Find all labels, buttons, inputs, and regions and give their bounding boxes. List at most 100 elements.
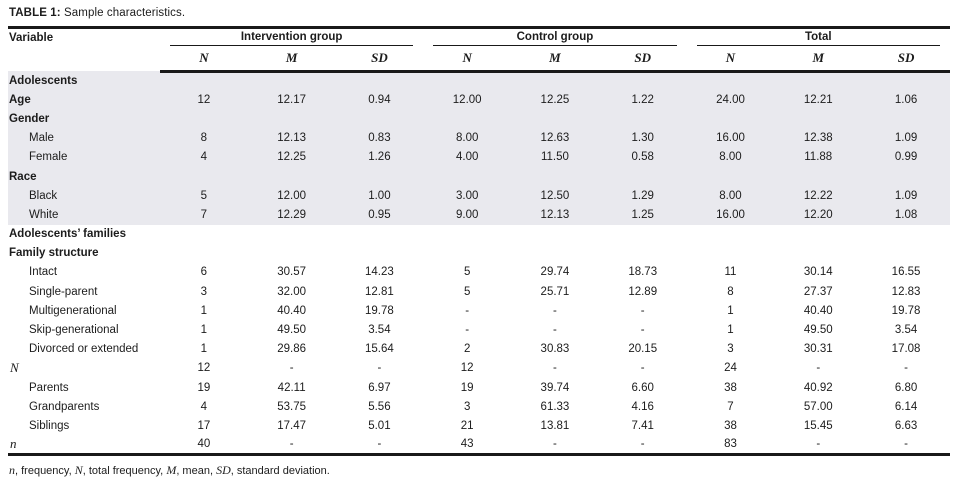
value-cell: [774, 71, 862, 90]
value-cell: -: [553, 324, 557, 337]
value-cell: 4.00: [455, 151, 479, 164]
value-cell: 12.00: [277, 189, 307, 202]
value-cell: 0.99: [894, 151, 918, 164]
value-cell: 0.95: [368, 208, 391, 221]
value-cell: -: [816, 438, 821, 451]
value-cell: [862, 71, 950, 90]
table-row: Grandparents 4 53.75 5.56 3 61.33 4.16 7 57.00 6.…: [8, 397, 950, 416]
value-cell: 1.30: [631, 132, 654, 145]
subheader-n: N: [686, 46, 775, 73]
value-cell: 12: [197, 362, 211, 375]
value-cell: 17.08: [891, 343, 921, 356]
value-cell: 57.00: [803, 400, 833, 413]
value-cell: [160, 244, 248, 263]
value-cell: [160, 109, 248, 128]
table-row: N 12 - - 12 - - 24 - -: [8, 359, 950, 378]
group-header-row: Variable Intervention group Control grou…: [8, 28, 950, 47]
value-cell: -: [640, 362, 645, 375]
value-cell: -: [465, 304, 470, 317]
row-label-cell: Race: [9, 170, 37, 183]
value-cell: 19.78: [365, 304, 394, 317]
footnote-text: , standard deviation.: [230, 465, 330, 478]
value-cell: -: [553, 362, 557, 375]
group-header-total-label: Total: [696, 29, 940, 46]
value-cell: [599, 225, 687, 244]
value-cell: [687, 167, 775, 186]
table-row: Black 5 12.00 1.00 3.00 12.50 1.29 8.00 12.22 1.0…: [8, 186, 950, 206]
value-cell: [599, 244, 687, 263]
table-row: Multigenerational 1 40.40 19.78 - - - 1 40.40 19.…: [8, 301, 950, 320]
value-cell: [160, 71, 248, 90]
value-cell: 1: [200, 324, 208, 337]
value-cell: 12.20: [803, 208, 833, 221]
row-label-cell: Black: [29, 189, 58, 202]
value-cell: 1: [727, 324, 734, 337]
value-cell: 1: [727, 304, 734, 317]
value-cell: [248, 71, 336, 90]
value-cell: 12.17: [277, 93, 307, 106]
value-cell: 38: [724, 419, 737, 432]
value-cell: 32.00: [277, 285, 307, 298]
row-label-cell: Skip-generational: [29, 324, 119, 337]
value-cell: -: [640, 324, 645, 337]
value-cell: 7: [727, 400, 734, 413]
value-cell: 6.97: [368, 381, 391, 394]
value-cell: 20.15: [628, 343, 658, 356]
value-cell: [336, 167, 424, 186]
value-cell: 6: [200, 266, 208, 279]
value-cell: [248, 225, 336, 244]
variable-column-header: Variable: [9, 32, 54, 44]
value-cell: [862, 167, 950, 186]
value-cell: 11: [724, 266, 737, 279]
subheader-m: M: [774, 46, 863, 73]
group-header-control-label: Control group: [433, 29, 677, 46]
value-cell: -: [289, 362, 294, 375]
subheader-sd: SD: [862, 46, 950, 73]
value-cell: 30.83: [540, 343, 570, 356]
value-cell: 12.22: [803, 189, 833, 202]
value-cell: [687, 244, 775, 263]
row-label-cell: N: [10, 360, 19, 376]
value-cell: [423, 109, 511, 128]
value-cell: [862, 109, 950, 128]
value-cell: 14.23: [365, 266, 394, 279]
value-cell: 30.31: [803, 343, 833, 356]
subheader-sd: SD: [598, 46, 687, 73]
footnote-symbol: n: [9, 463, 15, 478]
table-footnote: n, frequency, N, total frequency, M, mea…: [8, 456, 950, 478]
value-cell: 12.13: [277, 132, 307, 145]
value-cell: 29.74: [540, 266, 570, 279]
row-label-cell: Female: [29, 151, 68, 164]
value-cell: -: [904, 438, 908, 451]
value-cell: 12.25: [277, 151, 307, 164]
value-cell: 43: [460, 438, 474, 451]
value-cell: 40: [197, 438, 211, 451]
subheader-sd: SD: [335, 46, 424, 73]
row-label-cell: Family structure: [9, 247, 99, 260]
table-title: TABLE 1: Sample characteristics.: [8, 4, 950, 26]
value-cell: 5: [200, 189, 208, 202]
value-cell: 7.41: [631, 419, 654, 432]
value-cell: 4: [200, 400, 208, 413]
value-cell: 12.25: [540, 93, 570, 106]
value-cell: [511, 167, 599, 186]
subheader-m: M: [511, 46, 599, 73]
value-cell: 1.25: [631, 208, 654, 221]
value-cell: 12.83: [891, 285, 921, 298]
value-cell: 19: [197, 381, 211, 394]
value-cell: 38: [724, 381, 737, 394]
value-cell: 1: [200, 343, 208, 356]
table-row: Siblings 17 17.47 5.01 21 13.81 7.41 38 15.45 6.6…: [8, 416, 950, 435]
value-cell: 5: [463, 285, 471, 298]
value-cell: [862, 225, 950, 244]
value-cell: [599, 167, 687, 186]
group-header-total: Total: [687, 28, 950, 47]
value-cell: [336, 109, 424, 128]
row-label-cell: Adolescents: [9, 74, 78, 87]
value-cell: 12.29: [277, 208, 307, 221]
value-cell: 6.60: [631, 381, 654, 394]
value-cell: 27.37: [803, 285, 833, 298]
table-row: Adolescents’ families: [8, 225, 950, 244]
value-cell: 40.40: [277, 304, 307, 317]
value-cell: 1.06: [894, 93, 918, 106]
